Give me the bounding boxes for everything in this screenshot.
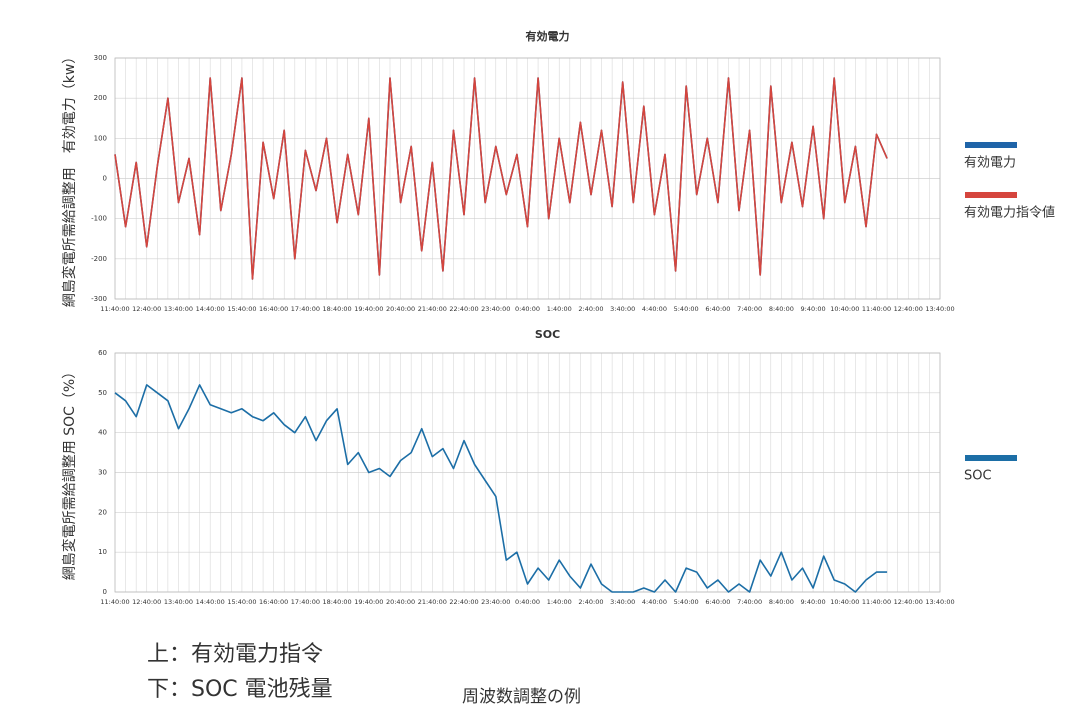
x-tick-label: 21:40:00 bbox=[418, 305, 447, 313]
y-tick-label: 40 bbox=[98, 429, 107, 437]
plot-frame bbox=[114, 352, 941, 593]
x-tick-label: 4:40:00 bbox=[642, 598, 667, 606]
x-tick-label: 17:40:00 bbox=[291, 305, 320, 313]
legend-label: SOC bbox=[964, 469, 992, 484]
y-tick-label: -200 bbox=[91, 255, 107, 263]
x-tick-label: 8:40:00 bbox=[769, 598, 794, 606]
x-tick-label: 18:40:00 bbox=[323, 598, 352, 606]
y-tick-label: 100 bbox=[94, 134, 107, 142]
x-tick-label: 1:40:00 bbox=[547, 305, 572, 313]
chart-title: SOC bbox=[535, 328, 560, 341]
x-tick-label: 7:40:00 bbox=[737, 305, 762, 313]
x-tick-label: 2:40:00 bbox=[578, 598, 603, 606]
x-tick-label: 14:40:00 bbox=[196, 598, 225, 606]
x-tick-label: 5:40:00 bbox=[674, 305, 699, 313]
chart-title: 有効電力 bbox=[526, 29, 570, 43]
x-tick-label: 3:40:00 bbox=[610, 305, 635, 313]
x-tick-label: 13:40:00 bbox=[164, 305, 193, 313]
legend-label: 有効電力 bbox=[964, 156, 1016, 171]
x-tick-label: 4:40:00 bbox=[642, 305, 667, 313]
y-axis-label: 網島変電所需給調整用 SOC（%） bbox=[61, 365, 78, 580]
y-tick-label: 50 bbox=[98, 389, 107, 397]
x-tick-label: 12:40:00 bbox=[894, 305, 923, 313]
legend-swatch bbox=[965, 142, 1017, 148]
x-tick-label: 5:40:00 bbox=[674, 598, 699, 606]
legend-swatch bbox=[965, 192, 1017, 198]
x-tick-label: 12:40:00 bbox=[132, 305, 161, 313]
x-tick-label: 15:40:00 bbox=[227, 598, 256, 606]
x-tick-label: 22:40:00 bbox=[449, 305, 478, 313]
x-tick-label: 22:40:00 bbox=[449, 598, 478, 606]
x-tick-label: 2:40:00 bbox=[578, 305, 603, 313]
series-line bbox=[114, 384, 888, 593]
y-tick-label: 0 bbox=[103, 588, 107, 596]
x-tick-label: 13:40:00 bbox=[925, 305, 954, 313]
x-tick-label: 20:40:00 bbox=[386, 305, 415, 313]
x-tick-label: 11:40:00 bbox=[100, 305, 129, 313]
x-tick-label: 19:40:00 bbox=[354, 598, 383, 606]
x-tick-label: 0:40:00 bbox=[515, 598, 540, 606]
legend-label: 有効電力指令値 bbox=[964, 205, 1055, 221]
x-tick-label: 12:40:00 bbox=[132, 598, 161, 606]
x-tick-label: 16:40:00 bbox=[259, 305, 288, 313]
y-tick-label: 300 bbox=[94, 54, 107, 62]
x-tick-label: 23:40:00 bbox=[481, 305, 510, 313]
y-axis-label: 網島変電所需給調整用 有効電力（kw） bbox=[61, 50, 78, 308]
x-tick-label: 19:40:00 bbox=[354, 305, 383, 313]
x-tick-label: 11:40:00 bbox=[862, 305, 891, 313]
x-tick-label: 9:40:00 bbox=[801, 598, 826, 606]
plot-frame bbox=[114, 57, 941, 300]
x-tick-label: 0:40:00 bbox=[515, 305, 540, 313]
x-tick-label: 13:40:00 bbox=[925, 598, 954, 606]
x-tick-label: 15:40:00 bbox=[227, 305, 256, 313]
caption-upper: 上：有効電力指令 bbox=[147, 642, 323, 667]
x-tick-label: 8:40:00 bbox=[769, 305, 794, 313]
x-tick-label: 10:40:00 bbox=[830, 598, 859, 606]
x-tick-label: 20:40:00 bbox=[386, 598, 415, 606]
y-tick-label: 60 bbox=[98, 349, 107, 357]
x-tick-label: 21:40:00 bbox=[418, 598, 447, 606]
x-tick-label: 7:40:00 bbox=[737, 598, 762, 606]
x-tick-label: 11:40:00 bbox=[862, 598, 891, 606]
y-tick-label: 30 bbox=[98, 469, 107, 477]
series-line bbox=[114, 77, 888, 280]
x-tick-label: 17:40:00 bbox=[291, 598, 320, 606]
x-tick-label: 10:40:00 bbox=[830, 305, 859, 313]
y-tick-label: 10 bbox=[98, 548, 107, 556]
x-tick-label: 16:40:00 bbox=[259, 598, 288, 606]
x-tick-label: 11:40:00 bbox=[100, 598, 129, 606]
y-tick-label: -300 bbox=[91, 295, 107, 303]
x-tick-label: 12:40:00 bbox=[894, 598, 923, 606]
y-tick-label: -100 bbox=[91, 215, 107, 223]
legend-swatch bbox=[965, 455, 1017, 461]
y-tick-label: 20 bbox=[98, 508, 107, 516]
caption-lower: 下：SOC 電池残量 bbox=[147, 677, 333, 702]
x-tick-label: 14:40:00 bbox=[196, 305, 225, 313]
x-tick-label: 23:40:00 bbox=[481, 598, 510, 606]
x-tick-label: 6:40:00 bbox=[705, 305, 730, 313]
x-tick-label: 9:40:00 bbox=[801, 305, 826, 313]
x-tick-label: 6:40:00 bbox=[705, 598, 730, 606]
x-tick-label: 3:40:00 bbox=[610, 598, 635, 606]
caption-title: 周波数調整の例 bbox=[462, 687, 581, 707]
x-tick-label: 18:40:00 bbox=[323, 305, 352, 313]
y-tick-label: 0 bbox=[103, 175, 107, 183]
x-tick-label: 13:40:00 bbox=[164, 598, 193, 606]
x-tick-label: 1:40:00 bbox=[547, 598, 572, 606]
y-tick-label: 200 bbox=[94, 94, 107, 102]
